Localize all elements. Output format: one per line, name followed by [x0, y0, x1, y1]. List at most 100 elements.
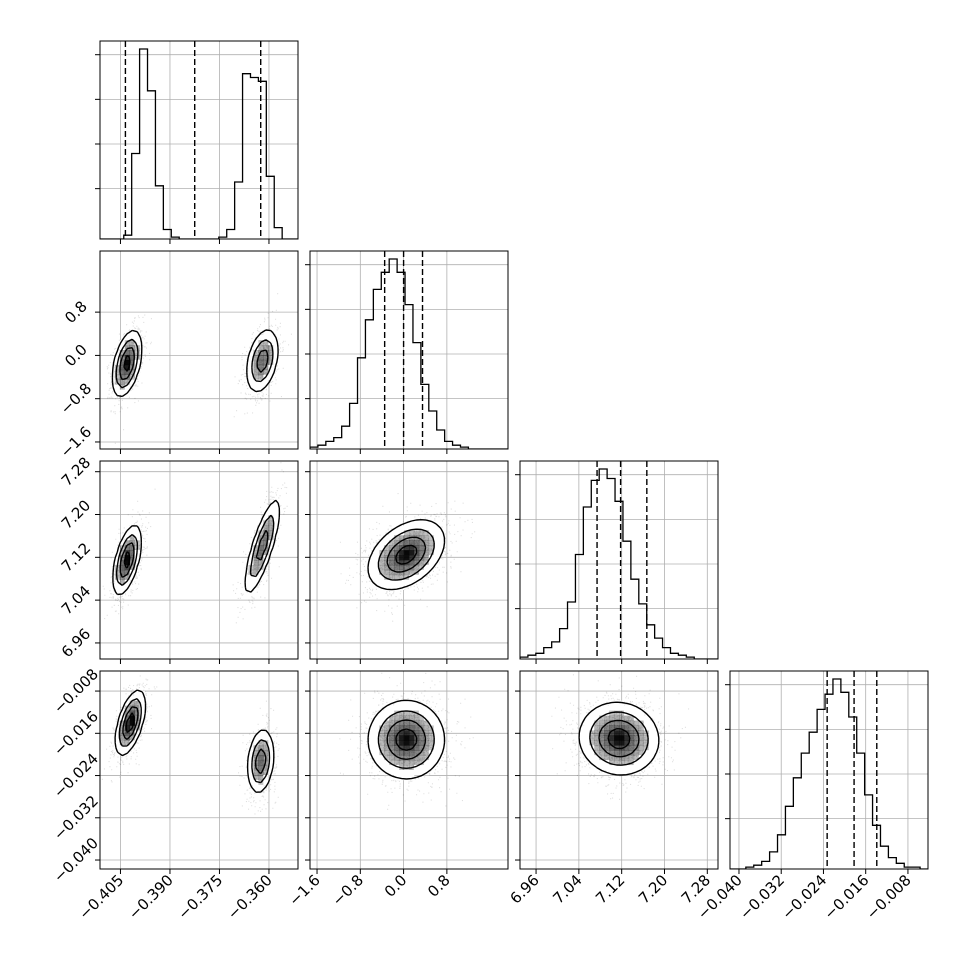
density-cell	[594, 730, 600, 736]
density-cell	[114, 740, 121, 746]
density-cell	[394, 745, 400, 751]
density-cell	[423, 715, 430, 721]
density-cell	[609, 700, 615, 706]
density-cell	[258, 374, 264, 380]
density-cell	[263, 345, 269, 351]
density-cell	[258, 765, 264, 771]
density-cell	[389, 564, 395, 571]
density-cell	[258, 335, 264, 341]
density-cell	[428, 540, 435, 546]
density-cell	[418, 535, 425, 541]
density-cell	[119, 389, 126, 395]
density-cell	[268, 740, 274, 746]
contour-line	[598, 719, 640, 758]
density-cell	[604, 745, 610, 751]
density-cell	[369, 735, 375, 741]
density-cell	[129, 340, 135, 346]
density-cell	[258, 755, 264, 761]
density-cell	[409, 750, 415, 756]
density-cell	[633, 725, 640, 731]
density-cell	[584, 740, 590, 746]
density-cell	[114, 589, 121, 595]
contour-line	[386, 536, 427, 573]
density-cell	[369, 555, 375, 561]
density-cell	[273, 510, 279, 516]
density-cell	[394, 700, 400, 706]
density-cell	[638, 710, 645, 716]
density-cell	[413, 555, 420, 561]
density-cell	[433, 725, 439, 731]
density-cell	[124, 725, 130, 731]
density-cell	[433, 730, 439, 736]
density-cell	[248, 354, 254, 361]
density-cell	[258, 774, 264, 781]
density-cell	[379, 555, 385, 561]
density-cell	[248, 369, 254, 376]
density-cell	[124, 584, 130, 590]
density-cell	[374, 760, 380, 766]
density-cell	[428, 735, 435, 741]
density-cell	[268, 354, 274, 361]
density-cell	[129, 715, 135, 721]
histogram-panel-0	[95, 40, 299, 244]
density-cell	[404, 774, 410, 781]
x-tick-label: 7.12	[592, 871, 628, 907]
density-cell	[438, 535, 444, 541]
density-cell	[253, 340, 259, 346]
density-cell	[423, 725, 430, 731]
density-cell	[404, 705, 410, 711]
density-cell	[633, 750, 640, 756]
density-cell	[129, 550, 135, 556]
panel-frame	[309, 670, 509, 870]
density-cell	[604, 730, 610, 736]
density-cell	[609, 735, 615, 741]
density-cell	[409, 745, 415, 751]
density-cell	[609, 750, 615, 756]
density-content	[551, 674, 690, 800]
density-cell	[418, 720, 425, 726]
density-cell	[374, 574, 380, 581]
density-cell	[413, 725, 420, 731]
density-cell	[648, 750, 654, 756]
density-cell	[628, 720, 635, 726]
density-cell	[124, 574, 130, 581]
density-cell	[413, 520, 420, 526]
x-tick-label: 0.8	[424, 871, 454, 901]
density-cell	[609, 730, 615, 736]
density-cell	[609, 720, 615, 726]
density-cell	[599, 750, 605, 756]
density-cell	[404, 540, 410, 546]
density-cell	[623, 760, 630, 766]
density-cell	[389, 540, 395, 546]
density-cell	[263, 735, 269, 741]
density-cell	[248, 374, 254, 380]
density-cell	[409, 545, 415, 551]
density-cell	[248, 750, 254, 756]
density-cell	[413, 765, 420, 771]
histogram-step	[310, 258, 508, 449]
density-cell	[129, 735, 135, 741]
density-panel-0-3: −0.405−0.390−0.375−0.360−0.040−0.032−0.0…	[50, 665, 299, 923]
density-cell	[134, 725, 140, 731]
density-cell	[423, 520, 430, 526]
density-cell	[399, 740, 405, 746]
density-cell	[438, 745, 444, 751]
density-cell	[114, 569, 121, 576]
density-cell	[258, 745, 264, 751]
density-cell	[253, 364, 259, 371]
density-cell	[589, 730, 595, 736]
density-cell	[374, 545, 380, 551]
density-cell	[589, 710, 595, 716]
density-cell	[268, 359, 274, 366]
density-cell	[423, 550, 430, 556]
density-cell	[433, 750, 439, 756]
density-cell	[633, 765, 640, 771]
density-cell	[399, 735, 405, 741]
density-cell	[584, 750, 590, 756]
density-cell	[428, 530, 435, 536]
contour-line	[607, 728, 631, 750]
density-cell	[638, 725, 645, 731]
panel-frame	[99, 670, 299, 870]
density-cell	[409, 725, 415, 731]
density-cell	[374, 555, 380, 561]
